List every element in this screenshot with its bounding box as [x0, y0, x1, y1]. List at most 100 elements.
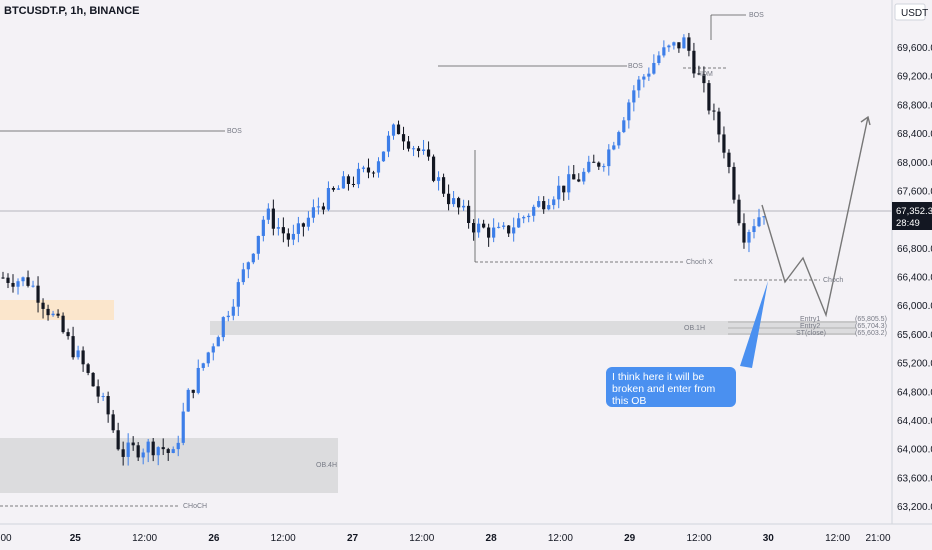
candle-body [301, 223, 305, 227]
bos-label-2: BOS [628, 63, 643, 70]
candle-body [547, 205, 551, 210]
candle-body [567, 174, 571, 193]
candle-body [111, 414, 115, 431]
candle-body [171, 449, 175, 453]
candle-body [36, 285, 40, 303]
price-tick-label: 69,200.0 [897, 72, 932, 83]
candle-body [672, 42, 676, 46]
candle-body [477, 223, 481, 233]
projection-arrow-icon [860, 115, 871, 126]
candle-body [11, 282, 15, 287]
candle-body [321, 206, 326, 210]
candle-body [401, 134, 406, 142]
candle-body [396, 124, 401, 135]
time-tick-label: 12:00 [686, 533, 711, 544]
candle-body [126, 442, 130, 457]
candle-body [121, 449, 125, 457]
supply-zone [0, 300, 114, 320]
candle-body [21, 277, 25, 282]
candle-body [742, 223, 746, 243]
candle-body [231, 306, 235, 316]
candle-body [41, 302, 45, 309]
price-tick-label: 67,600.0 [897, 186, 932, 197]
candle-body [522, 217, 526, 219]
candle-body [411, 148, 416, 150]
candle-body [502, 225, 506, 227]
candle-body [61, 315, 65, 333]
candle-body [276, 227, 280, 229]
price-tick-label: 66,000.0 [897, 301, 932, 312]
candle-body [161, 447, 165, 450]
time-tick-label: 12:00 [409, 533, 434, 544]
candle-body [507, 225, 511, 234]
time-tick-label: 12:00 [825, 533, 850, 544]
candle-body [757, 217, 761, 227]
entry2-value: (65,704.3) [855, 323, 887, 330]
candle-body [462, 205, 466, 208]
candle-body [341, 176, 346, 189]
last-price-tag [892, 202, 932, 230]
candle-body [236, 282, 240, 307]
time-tick-label: 12:00 [132, 533, 157, 544]
time-axis[interactable]: 00 25 12:00 26 12:00 27 12:00 28 12:00 29 12:00 30 1… [0, 533, 891, 544]
price-tick-label: 68,400.0 [897, 129, 932, 140]
candle-body [221, 317, 225, 338]
candle-body [662, 47, 666, 56]
candle-body [361, 167, 366, 169]
price-tick-label: 66,400.0 [897, 273, 932, 284]
candle-body [692, 50, 696, 74]
candle-body [612, 145, 616, 150]
candle-body [6, 277, 10, 283]
candle-body [542, 201, 546, 210]
candle-body [381, 151, 386, 162]
candle-body [732, 166, 736, 200]
currency-button[interactable] [894, 3, 926, 21]
candle-body [687, 37, 691, 51]
price-tick-label: 68,000.0 [897, 158, 932, 169]
candle-body [451, 198, 456, 205]
candle-body [712, 110, 716, 112]
time-tick-label: 29 [624, 533, 636, 544]
time-tick-label: 30 [763, 533, 775, 544]
candle-body [51, 313, 55, 316]
candle-body [116, 430, 120, 450]
candle-body [241, 269, 245, 283]
candle-body [166, 449, 170, 453]
candle-body [426, 149, 431, 157]
candle-body [186, 389, 190, 412]
price-tick-label: 64,000.0 [897, 445, 932, 456]
candle-body [647, 73, 651, 77]
st-close-label: ST(close) [796, 330, 826, 337]
choch-low-label: CHoCH [183, 503, 207, 510]
annotation-callout[interactable]: I think here it will be broken and enter… [606, 367, 736, 407]
candle-body [597, 162, 601, 167]
price-tick-label: 64,800.0 [897, 387, 932, 398]
entry1-value: (65,805.5) [855, 316, 887, 323]
candle-body [532, 206, 536, 216]
price-tick-label: 64,400.0 [897, 416, 932, 427]
price-tick-label: 63,200.0 [897, 502, 932, 513]
time-tick-label: 12:00 [548, 533, 573, 544]
candle-body [607, 149, 611, 167]
candle-body [492, 227, 496, 238]
candle-body [311, 207, 316, 218]
candle-body [86, 364, 90, 373]
candle-body [211, 346, 215, 353]
candle-body [752, 226, 756, 233]
candle-body [637, 79, 641, 91]
candle-body [56, 313, 60, 316]
candle-body [136, 445, 140, 458]
candle-body [747, 232, 751, 243]
candle-body [577, 179, 581, 182]
candle-body [46, 308, 50, 316]
price-axis[interactable]: 69,600.0 69,200.0 68,800.0 68,400.0 68,000.0… [897, 43, 932, 513]
candle-body [146, 441, 150, 453]
entry1-label: Entry1 [800, 316, 820, 323]
candle-body [702, 74, 706, 84]
candle-body [602, 166, 606, 168]
candle-body [106, 396, 110, 415]
candle-body [201, 363, 205, 368]
candle-body [537, 201, 541, 207]
candle-body [371, 172, 376, 174]
